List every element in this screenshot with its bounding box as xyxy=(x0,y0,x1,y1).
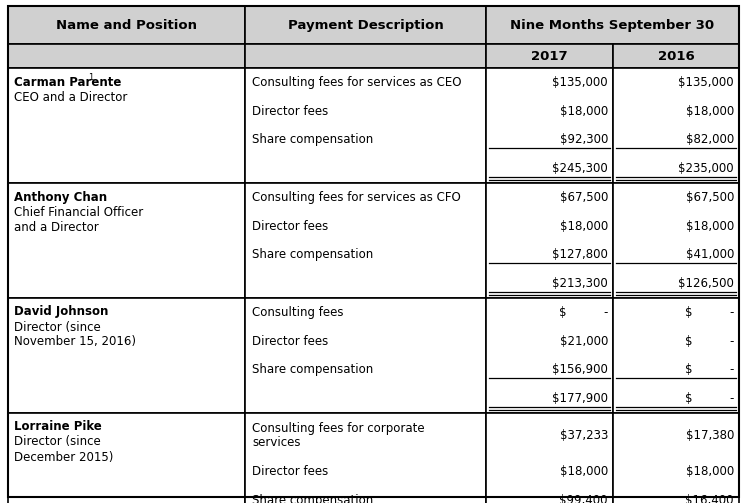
Text: Share compensation: Share compensation xyxy=(252,363,374,376)
Text: $18,000: $18,000 xyxy=(686,105,734,118)
Bar xyxy=(8,413,245,503)
Text: $          -: $ - xyxy=(684,363,734,376)
Text: $41,000: $41,000 xyxy=(686,248,734,262)
Bar xyxy=(8,6,245,44)
Text: 2016: 2016 xyxy=(657,49,695,62)
Text: Director fees: Director fees xyxy=(252,105,328,118)
Text: $67,500: $67,500 xyxy=(560,191,608,204)
Text: Share compensation: Share compensation xyxy=(252,248,374,262)
Text: $          -: $ - xyxy=(684,392,734,405)
Text: Consulting fees: Consulting fees xyxy=(252,306,344,319)
Text: $37,233: $37,233 xyxy=(560,429,608,442)
Text: Consulting fees for corporate: Consulting fees for corporate xyxy=(252,422,424,435)
Text: Nine Months September 30: Nine Months September 30 xyxy=(510,19,715,32)
Bar xyxy=(245,6,486,44)
Text: David Johnson: David Johnson xyxy=(14,305,108,318)
Text: $21,000: $21,000 xyxy=(560,334,608,348)
Text: Anthony Chan: Anthony Chan xyxy=(14,191,107,204)
Text: Share compensation: Share compensation xyxy=(252,494,374,503)
Text: $135,000: $135,000 xyxy=(552,76,608,89)
Text: $          -: $ - xyxy=(684,334,734,348)
Text: $82,000: $82,000 xyxy=(686,133,734,146)
Text: $18,000: $18,000 xyxy=(686,220,734,232)
Bar xyxy=(8,68,245,183)
Text: $18,000: $18,000 xyxy=(686,465,734,478)
Bar xyxy=(613,183,739,298)
Text: $127,800: $127,800 xyxy=(552,248,608,262)
Bar xyxy=(613,413,739,503)
Bar xyxy=(245,44,486,68)
Text: $17,380: $17,380 xyxy=(686,429,734,442)
Bar xyxy=(486,183,613,298)
Text: Payment Description: Payment Description xyxy=(288,19,444,32)
Text: Share compensation: Share compensation xyxy=(252,133,374,146)
Bar xyxy=(486,68,613,183)
Text: $18,000: $18,000 xyxy=(560,465,608,478)
Text: Director fees: Director fees xyxy=(252,334,328,348)
Bar xyxy=(613,44,739,68)
Bar xyxy=(486,44,613,68)
Text: Lorraine Pike: Lorraine Pike xyxy=(14,421,102,434)
Text: $156,900: $156,900 xyxy=(552,363,608,376)
Text: $177,900: $177,900 xyxy=(552,392,608,405)
Text: $          -: $ - xyxy=(559,306,608,319)
Text: $245,300: $245,300 xyxy=(552,162,608,175)
Text: services: services xyxy=(252,436,300,449)
Text: and a Director: and a Director xyxy=(14,220,99,233)
Bar xyxy=(8,298,245,413)
Text: $16,400: $16,400 xyxy=(686,494,734,503)
Bar xyxy=(245,413,486,503)
Text: Chief Financial Officer: Chief Financial Officer xyxy=(14,206,143,218)
Text: Director (since: Director (since xyxy=(14,320,101,333)
Text: $18,000: $18,000 xyxy=(560,105,608,118)
Text: $67,500: $67,500 xyxy=(686,191,734,204)
Text: November 15, 2016): November 15, 2016) xyxy=(14,336,136,349)
Text: December 2015): December 2015) xyxy=(14,451,114,463)
Bar xyxy=(486,413,613,503)
Bar xyxy=(245,298,486,413)
Text: $92,300: $92,300 xyxy=(560,133,608,146)
Text: CEO and a Director: CEO and a Director xyxy=(14,91,128,104)
Bar xyxy=(8,44,245,68)
Text: Director (since: Director (since xyxy=(14,436,101,449)
Text: $213,300: $213,300 xyxy=(552,277,608,290)
Bar xyxy=(486,6,739,44)
Text: Consulting fees for services as CFO: Consulting fees for services as CFO xyxy=(252,191,461,204)
Text: $18,000: $18,000 xyxy=(560,220,608,232)
Text: $135,000: $135,000 xyxy=(678,76,734,89)
Bar xyxy=(245,68,486,183)
Text: Consulting fees for services as CEO: Consulting fees for services as CEO xyxy=(252,76,462,89)
Text: $          -: $ - xyxy=(684,306,734,319)
Text: Name and Position: Name and Position xyxy=(56,19,197,32)
Text: 1: 1 xyxy=(88,72,93,81)
Bar xyxy=(486,298,613,413)
Bar xyxy=(8,183,245,298)
Text: Carman Parente: Carman Parente xyxy=(14,75,121,89)
Bar xyxy=(245,183,486,298)
Bar xyxy=(613,298,739,413)
Text: Director fees: Director fees xyxy=(252,465,328,478)
Text: $235,000: $235,000 xyxy=(678,162,734,175)
Text: $126,500: $126,500 xyxy=(678,277,734,290)
Text: 2017: 2017 xyxy=(531,49,568,62)
Text: Director fees: Director fees xyxy=(252,220,328,232)
Bar xyxy=(613,68,739,183)
Text: $99,400: $99,400 xyxy=(560,494,608,503)
